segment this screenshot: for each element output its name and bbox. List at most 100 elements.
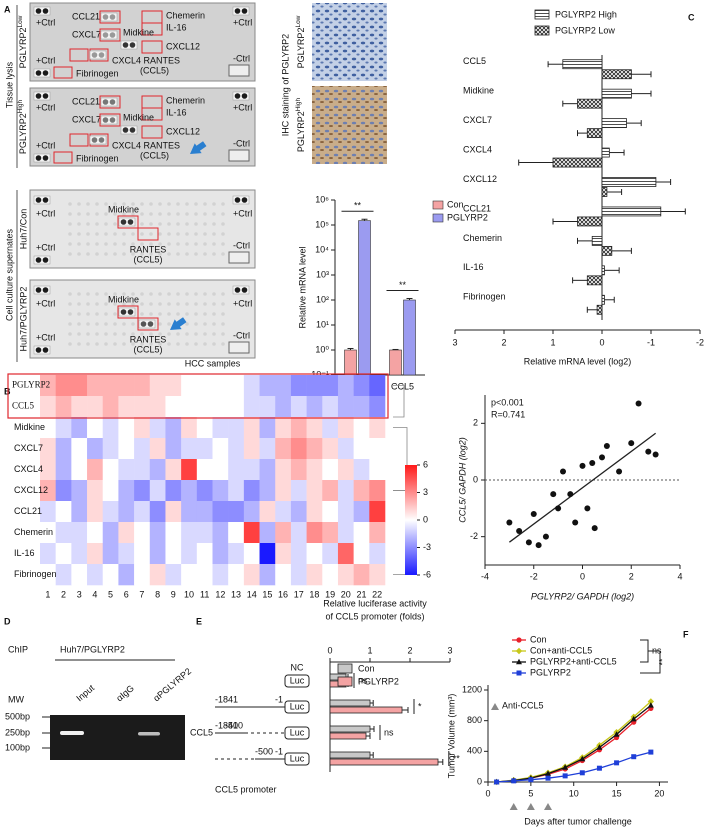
faint-spot — [203, 242, 207, 246]
marker — [613, 731, 620, 737]
faint-spot — [176, 332, 180, 336]
faint-spot — [95, 342, 99, 346]
heatmap-cell — [259, 543, 276, 565]
bar — [329, 758, 439, 766]
row-label: CXCL7 — [14, 443, 43, 453]
faint-spot — [194, 232, 198, 236]
y-tick-label: CCL5 — [463, 56, 486, 66]
heatmap-cell — [290, 480, 307, 502]
sample-label: PGLYRP2High — [17, 100, 28, 155]
x-axis-title: Relative mRNA level (log2) — [524, 356, 632, 366]
faint-spot — [77, 292, 81, 296]
heatmap-cell — [259, 396, 276, 418]
array-label: (CCL5) — [133, 344, 162, 354]
faint-spot — [95, 232, 99, 236]
column-label: 4 — [92, 589, 97, 599]
faint-spot — [113, 232, 117, 236]
faint-spot — [140, 252, 144, 256]
column-label: 5 — [108, 589, 113, 599]
array-label: Chemerin — [166, 95, 205, 105]
faint-spot — [131, 232, 135, 236]
heatmap-cell — [228, 501, 245, 523]
y-tick-label: -2 — [470, 531, 478, 541]
heatmap-cell — [275, 480, 292, 502]
array-label: CXCL7 — [72, 29, 101, 39]
heatmap-cell — [102, 459, 119, 481]
bar — [329, 706, 403, 714]
faint-spot — [131, 242, 135, 246]
spot-frame — [100, 30, 118, 40]
spot — [91, 52, 98, 58]
array-label: +Ctrl — [36, 332, 55, 342]
heatmap-cell — [337, 564, 354, 586]
row-label: Fibrinogen — [14, 569, 57, 579]
faint-spot — [95, 322, 99, 326]
heatmap-cell — [149, 396, 166, 418]
array-label: +Ctrl — [36, 17, 55, 27]
point — [635, 400, 642, 407]
faint-spot — [140, 222, 144, 226]
bar — [358, 220, 371, 376]
sample-label: PGLYRP2High — [295, 98, 306, 153]
faint-spot — [86, 242, 90, 246]
spot — [234, 287, 241, 293]
bar — [329, 751, 371, 759]
faint-spot — [86, 222, 90, 226]
heatmap-cell — [102, 543, 119, 565]
faint-spot — [140, 332, 144, 336]
spot-frame — [100, 12, 118, 22]
column-label: 6 — [124, 589, 129, 599]
y-tick-label: 10³ — [316, 269, 329, 279]
faint-spot — [185, 332, 189, 336]
faint-spot — [203, 222, 207, 226]
heatmap-cell — [290, 375, 307, 397]
neg-box — [228, 64, 250, 77]
band-label: CCL5 — [190, 727, 213, 737]
array-label: CXCL4 RANTES — [112, 55, 180, 65]
lane-label: Input — [74, 683, 96, 704]
spot — [147, 321, 154, 327]
heatmap-cell — [290, 564, 307, 586]
series-line — [496, 704, 652, 783]
faint-spot — [140, 342, 144, 346]
dendrogram — [393, 385, 405, 418]
x-tick-label: 2 — [501, 337, 506, 347]
array-label: Midkine — [123, 112, 154, 122]
heatmap-cell — [322, 459, 339, 481]
spot — [42, 197, 49, 203]
heatmap-cell — [212, 375, 229, 397]
marker — [516, 637, 522, 643]
heatmap-cell — [290, 438, 307, 460]
faint-spot — [95, 222, 99, 226]
array-label: +Ctrl — [36, 242, 55, 252]
faint-spot — [176, 342, 180, 346]
faint-spot — [212, 342, 216, 346]
heatmap-cell — [369, 501, 386, 523]
heatmap-cell — [40, 480, 56, 502]
faint-spot — [122, 302, 126, 306]
marker — [579, 755, 586, 762]
y-tick-label: 10⁵ — [315, 219, 329, 229]
neg-box — [228, 341, 250, 354]
marker — [647, 702, 654, 708]
faint-spot — [149, 202, 153, 206]
faint-spot — [167, 212, 171, 216]
heatmap-cell — [118, 522, 135, 544]
spot — [102, 14, 109, 20]
marker — [630, 715, 637, 722]
faint-spot — [221, 322, 225, 326]
heatmap-cell — [55, 396, 72, 418]
heatmap-cell — [55, 417, 72, 439]
spot — [241, 287, 248, 293]
faint-spot — [140, 202, 144, 206]
faint-spot — [68, 232, 72, 236]
highlight-box — [99, 28, 121, 42]
heatmap-cell — [118, 375, 135, 397]
x-tick-label: CCL5 — [391, 381, 414, 391]
heatmap-cell — [369, 543, 386, 565]
column-label: 20 — [341, 589, 351, 599]
faint-spot — [194, 212, 198, 216]
heatmap-cell — [134, 564, 151, 586]
faint-spot — [149, 292, 153, 296]
faint-spot — [203, 232, 207, 236]
